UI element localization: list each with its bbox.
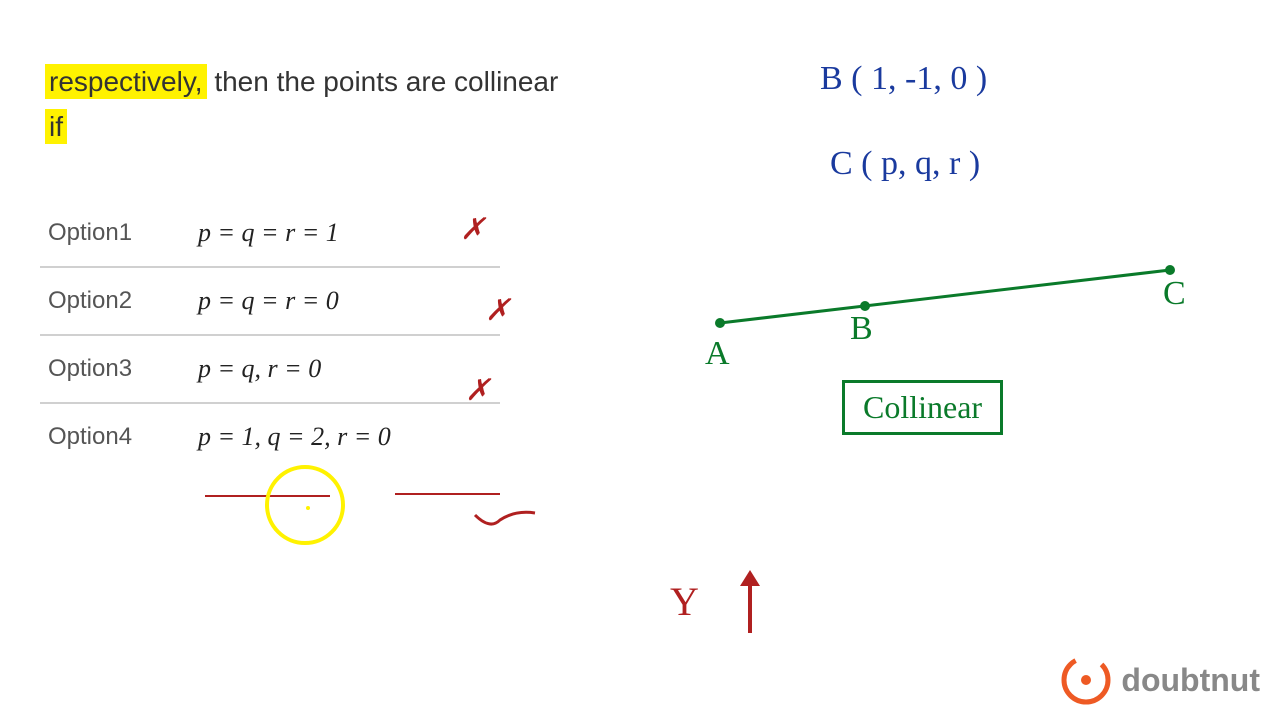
logo: doubtnut	[1061, 655, 1260, 705]
point-c-label: C ( p, q, r )	[830, 145, 980, 183]
y-axis-label: Y	[670, 578, 699, 625]
question-line2-rest: then the points are collinear	[207, 66, 559, 97]
collinear-box: Collinear	[842, 380, 1003, 435]
option-label: Option4	[48, 423, 198, 451]
yellow-circle-annotation	[265, 465, 345, 545]
option-math: p = 1, q = 2, r = 0	[198, 422, 391, 452]
cross-icon: ✗	[460, 212, 485, 247]
option-row: Option2 p = q = r = 0	[40, 268, 500, 336]
option-row: Option3 p = q, r = 0	[40, 336, 500, 404]
option-row: Option4 p = 1, q = 2, r = 0	[40, 404, 500, 470]
options-area: Option1 p = q = r = 1 Option2 p = q = r …	[40, 200, 500, 470]
option-math: p = q = r = 1	[198, 218, 339, 248]
logo-icon	[1061, 655, 1111, 705]
question-text: respectively, then the points are collin…	[45, 60, 685, 150]
option-math: p = q, r = 0	[198, 354, 321, 384]
logo-text: doubtnut	[1121, 662, 1260, 699]
collinear-line	[700, 250, 1200, 370]
up-arrow-icon	[730, 568, 770, 638]
label-a: A	[705, 335, 730, 373]
question-hl-respectively: respectively,	[45, 64, 207, 99]
question-hl-if: if	[45, 109, 67, 144]
cross-icon: ✗	[485, 293, 510, 328]
option-label: Option2	[48, 287, 198, 315]
label-c: C	[1163, 275, 1186, 313]
cross-icon: ✗	[465, 373, 490, 408]
collinear-text: Collinear	[863, 389, 982, 425]
point-b-label: B ( 1, -1, 0 )	[820, 60, 987, 98]
underline-red	[395, 493, 500, 495]
option-label: Option1	[48, 219, 198, 247]
option-math: p = q = r = 0	[198, 286, 339, 316]
option-row: Option1 p = q = r = 1	[40, 200, 500, 268]
check-icon	[470, 505, 540, 535]
label-b: B	[850, 310, 873, 348]
option-label: Option3	[48, 355, 198, 383]
question-area: respectively, then the points are collin…	[45, 60, 685, 150]
